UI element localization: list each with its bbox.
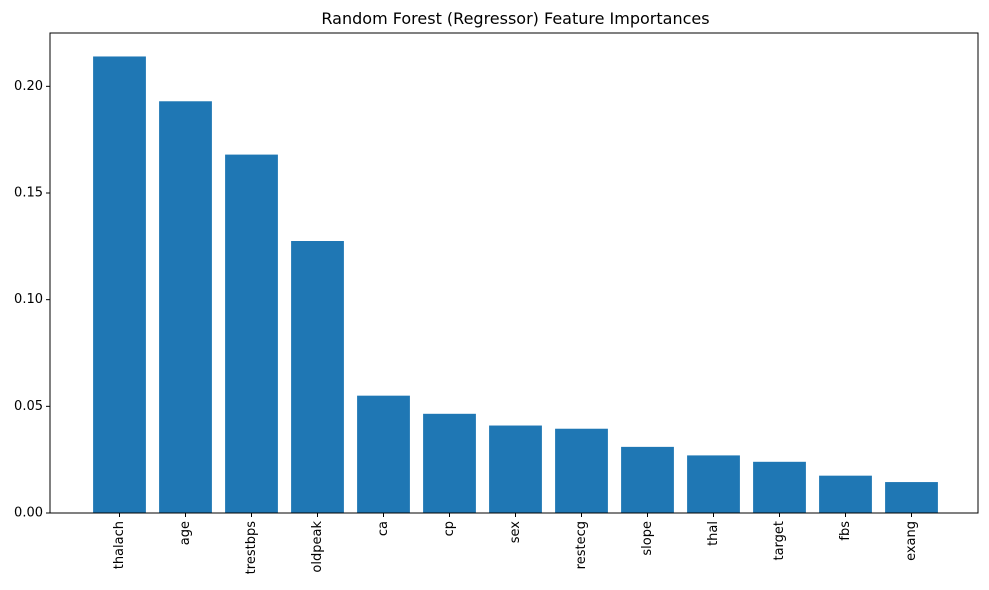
x-tick-label: age (178, 521, 193, 545)
y-tick-label: 0.20 (14, 79, 43, 94)
y-tick-label: 0.15 (14, 186, 43, 201)
x-tick-label: cp (442, 521, 457, 536)
x-tick-label: ca (376, 521, 391, 536)
bar-age (159, 101, 212, 514)
x-tick-label: thal (706, 521, 721, 546)
x-tick-label: thalach (112, 521, 127, 569)
x-tick-label: slope (640, 521, 655, 556)
bar-trestbps (225, 154, 278, 513)
x-tick-label: oldpeak (310, 521, 325, 573)
bar-target (753, 461, 806, 513)
bar-thalach (93, 56, 146, 513)
bar-slope (621, 446, 674, 513)
x-tick-label: target (772, 521, 787, 561)
bar-restecg (555, 428, 608, 513)
bar-fbs (819, 475, 872, 513)
x-tick-label: exang (904, 521, 919, 561)
bar-sex (489, 425, 542, 513)
bar-cp (423, 413, 476, 513)
bar-oldpeak (291, 241, 344, 513)
bar-group (93, 56, 938, 514)
y-tick-label: 0.05 (14, 399, 43, 414)
x-tick-label: restecg (574, 521, 589, 569)
y-tick-label: 0.00 (14, 506, 43, 521)
bar-exang (885, 482, 938, 513)
bar-thal (687, 455, 740, 513)
x-axis: thalach age trestbps oldpeak ca cp sex restecg s… (112, 513, 919, 574)
x-tick-label: sex (508, 521, 523, 544)
x-tick-label: fbs (838, 521, 853, 541)
bar-ca (357, 395, 410, 513)
x-tick-label: trestbps (244, 521, 259, 575)
y-axis: 0.00 0.05 0.10 0.15 0.20 (14, 79, 50, 521)
chart-title: Random Forest (Regressor) Feature Import… (321, 9, 709, 28)
plot-frame (49, 32, 979, 514)
y-tick-label: 0.10 (14, 292, 43, 307)
